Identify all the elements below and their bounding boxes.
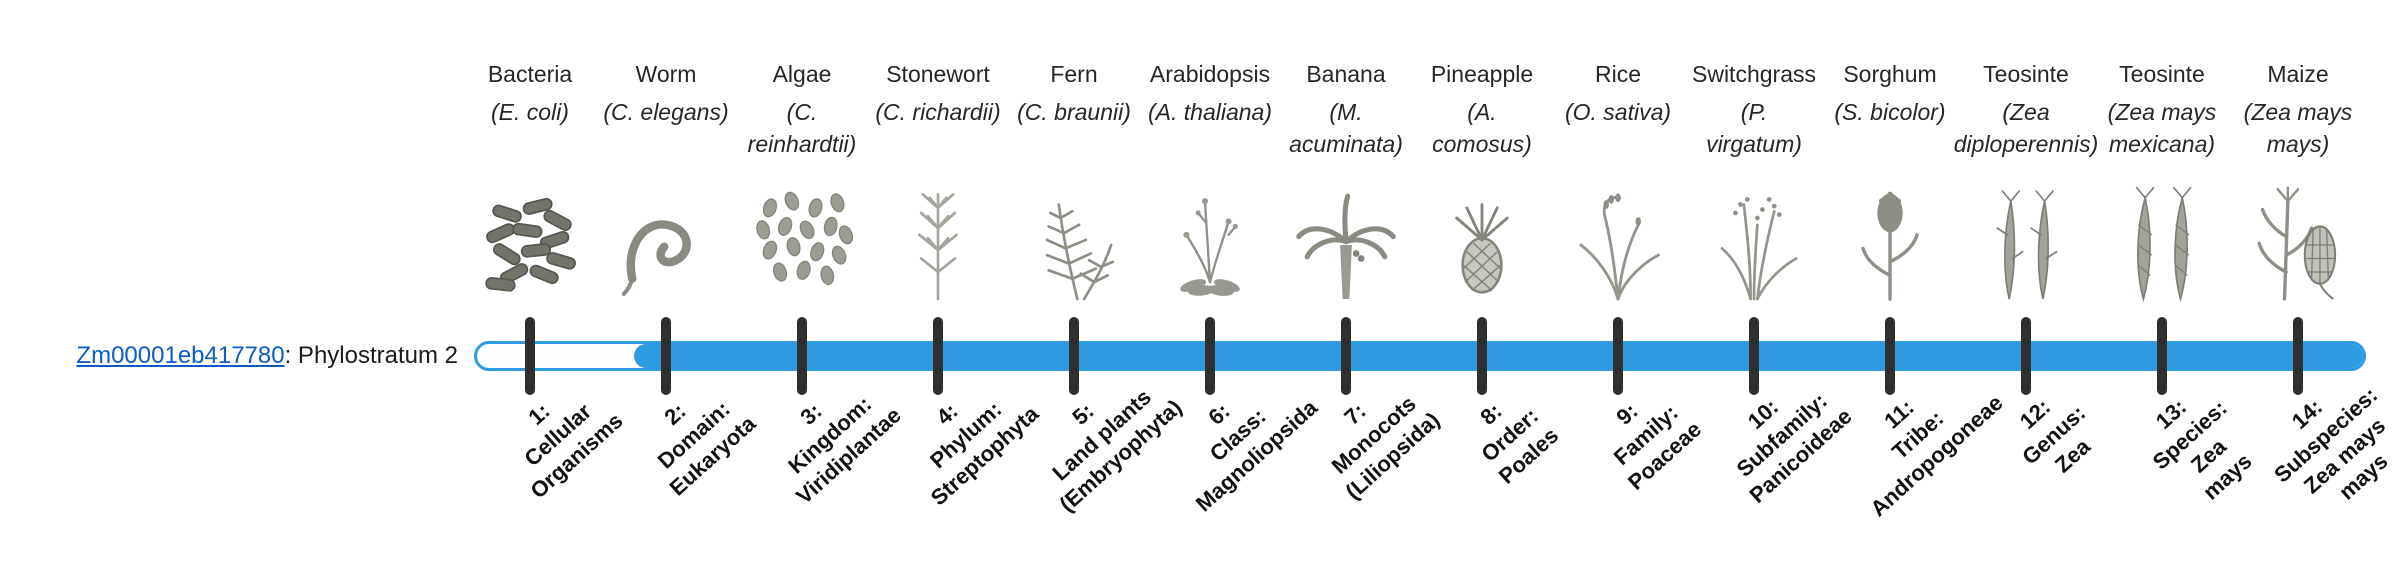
phylostratum-tick-3 xyxy=(797,317,807,395)
organism-label-11: Sorghum (S. bicolor) xyxy=(1795,58,1985,128)
algae-icon xyxy=(742,178,862,306)
stratum-label-10: 10: Subfamily: Panicoideae xyxy=(1731,388,1857,509)
stratum-label-2: 2: Domain: Eukaryota xyxy=(652,396,761,501)
phylostratum-tick-10 xyxy=(1749,317,1759,395)
organism-common-name: Stonewort xyxy=(886,61,990,87)
organism-label-12: Teosinte (Zea diploperennis) xyxy=(1931,58,2121,161)
phylostratum-tick-4 xyxy=(933,317,943,395)
organism-label-2: Worm (C. elegans) xyxy=(571,58,761,128)
phylostratum-tick-5 xyxy=(1069,317,1079,395)
phylostratum-tick-6 xyxy=(1205,317,1215,395)
stratum-label-3: 3: Kingdom: Viridiplantae xyxy=(783,391,906,510)
organism-common-name: Fern xyxy=(1050,61,1098,87)
organism-common-name: Algae xyxy=(772,61,832,87)
stratum-label-8: 8: Order: Poales xyxy=(1475,398,1564,489)
teosinte-diploperennis-icon xyxy=(1966,178,2086,306)
phylostratum-tick-11 xyxy=(1885,317,1895,395)
stonewort-icon xyxy=(878,178,998,306)
organism-scientific-name: (A. comosus) xyxy=(1432,99,1532,158)
gene-id-link[interactable]: Zm00001eb417780 xyxy=(76,342,285,369)
stratum-label-5: 5: Land plants (Embryophyta) xyxy=(1047,384,1187,518)
arabidopsis-icon xyxy=(1150,178,1270,306)
organism-scientific-name: (C. braunii) xyxy=(1017,99,1131,126)
organism-scientific-name: (C. richardii) xyxy=(875,99,1001,126)
pineapple-icon xyxy=(1422,178,1542,306)
organism-scientific-name: (S. bicolor) xyxy=(1834,99,1946,126)
organism-common-name: Worm xyxy=(635,61,697,87)
stratum-label-9: 9: Family: Poaceae xyxy=(1608,398,1707,496)
organism-label-13: Teosinte (Zea mays mexicana) xyxy=(2067,58,2257,161)
teosinte-mexicana-icon xyxy=(2102,178,2222,306)
organism-common-name: Maize xyxy=(2267,61,2329,87)
organism-label-1: Bacteria (E. coli) xyxy=(435,58,625,128)
organism-scientific-name: (Zea mays mexicana) xyxy=(2107,99,2217,158)
organism-scientific-name: (C. reinhardtii) xyxy=(747,99,857,158)
phylostrata-bar xyxy=(474,341,2366,371)
phylostratum-tick-7 xyxy=(1341,317,1351,395)
organism-scientific-name: (C. elegans) xyxy=(603,99,729,126)
phylostratum-tick-12 xyxy=(2021,317,2031,395)
organism-common-name: Switchgrass xyxy=(1692,61,1816,87)
organism-label-14: Maize (Zea mays mays) xyxy=(2203,58,2393,161)
fern-icon xyxy=(1014,178,1134,306)
organism-label-9: Rice (O. sativa) xyxy=(1523,58,1713,128)
stratum-label-4: 4: Phylum: Streptophyta xyxy=(925,396,1044,511)
organism-common-name: Teosinte xyxy=(2119,61,2205,87)
rice-icon xyxy=(1558,178,1678,306)
organism-scientific-name: (O. sativa) xyxy=(1564,99,1672,126)
organism-label-4: Stonewort (C. richardii) xyxy=(843,58,1033,128)
phylostrata-bar-fill xyxy=(634,344,2363,368)
banana-icon xyxy=(1286,178,1406,306)
stratum-label-11: 11: Tribe: Andropogoneae xyxy=(1865,390,2008,522)
stratum-label-6: 6: Class: Magnoliopsida xyxy=(1191,395,1323,517)
organism-label-8: Pineapple (A. comosus) xyxy=(1387,58,1577,161)
switchgrass-icon xyxy=(1694,178,1814,306)
organism-label-6: Arabidopsis (A. thaliana) xyxy=(1115,58,1305,128)
gene-label: Zm00001eb417780: Phylostratum 2 xyxy=(0,342,458,370)
stratum-label-12: 12: Genus: Zea xyxy=(2014,394,2096,478)
organism-scientific-name: (Zea mays mays) xyxy=(2243,99,2353,158)
phylostratum-tick-9 xyxy=(1613,317,1623,395)
organism-scientific-name: (A. thaliana) xyxy=(1147,99,1272,126)
phylostratum-tick-1 xyxy=(525,317,535,395)
stratum-label-14: 14: Subspecies: Zea mays mays xyxy=(2269,382,2393,505)
organism-label-3: Algae (C. reinhardtii) xyxy=(707,58,897,161)
organism-scientific-name: (P. virgatum) xyxy=(1706,99,1802,158)
organism-label-5: Fern (C. braunii) xyxy=(979,58,1169,128)
phylostratum-tick-13 xyxy=(2157,317,2167,395)
sorghum-icon xyxy=(1830,178,1950,306)
bacteria-icon xyxy=(470,178,590,306)
organism-label-7: Banana (M. acuminata) xyxy=(1251,58,1441,161)
organism-common-name: Sorghum xyxy=(1843,61,1937,87)
phylostratum-tick-2 xyxy=(661,317,671,395)
worm-icon xyxy=(606,178,726,306)
stratum-label-7: 7: Monocots (Liliopsida) xyxy=(1326,390,1445,505)
organism-common-name: Rice xyxy=(1594,61,1641,87)
organism-common-name: Banana xyxy=(1306,61,1386,87)
organism-scientific-name: (M. acuminata) xyxy=(1289,99,1403,158)
organism-common-name: Bacteria xyxy=(487,61,573,87)
organism-common-name: Teosinte xyxy=(1983,61,2069,87)
phylostratum-tick-14 xyxy=(2293,317,2303,395)
maize-icon xyxy=(2238,178,2358,306)
gene-phylostratum-text: : Phylostratum 2 xyxy=(284,342,458,369)
organism-label-10: Switchgrass (P. virgatum) xyxy=(1659,58,1849,161)
organism-common-name: Pineapple xyxy=(1430,61,1534,87)
organism-common-name: Arabidopsis xyxy=(1149,61,1271,87)
phylostratum-tick-8 xyxy=(1477,317,1487,395)
organism-scientific-name: (Zea diploperennis) xyxy=(1953,99,2099,158)
organism-scientific-name: (E. coli) xyxy=(491,99,569,126)
stratum-label-1: 1: Cellular Organisms xyxy=(519,398,628,504)
